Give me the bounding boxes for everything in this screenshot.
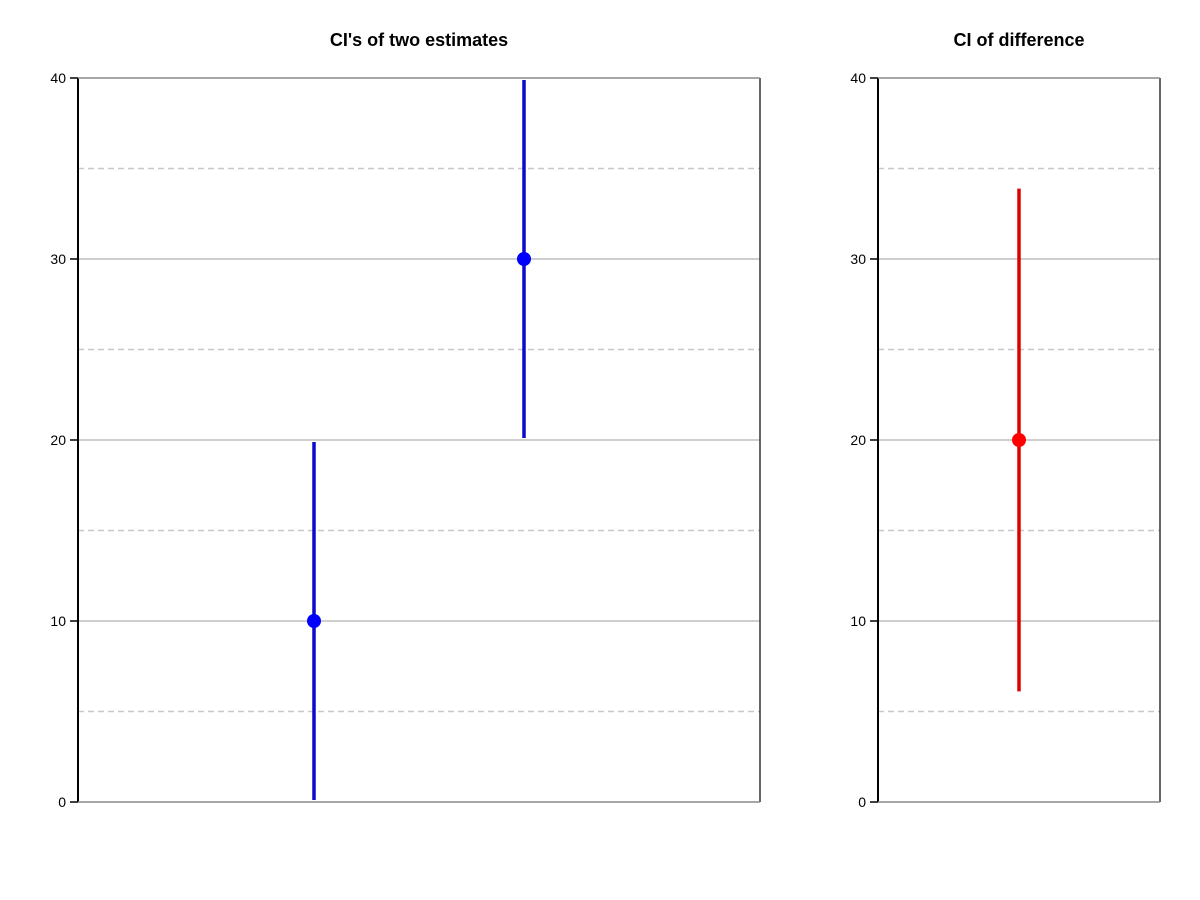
y-tick-label: 40 xyxy=(850,70,866,86)
y-tick-label: 40 xyxy=(50,70,66,86)
y-tick-label: 30 xyxy=(50,251,66,267)
estimate-point xyxy=(517,252,531,266)
panel-ci-two-estimates: CI's of two estimates 0 10 20 30 40 xyxy=(50,30,761,810)
estimate-point xyxy=(307,614,321,628)
panel-ci-difference: CI of difference 0 10 20 30 40 xyxy=(850,30,1161,810)
y-tick-label: 10 xyxy=(850,613,866,629)
y-tick-label: 0 xyxy=(58,794,66,810)
chart-title: CI of difference xyxy=(953,30,1084,50)
chart-title: CI's of two estimates xyxy=(330,30,508,50)
y-tick-label: 30 xyxy=(850,251,866,267)
y-tick-label: 20 xyxy=(850,432,866,448)
y-tick-label: 10 xyxy=(50,613,66,629)
y-tick-label: 0 xyxy=(858,794,866,810)
estimate-point xyxy=(1012,433,1026,447)
y-tick-label: 20 xyxy=(50,432,66,448)
